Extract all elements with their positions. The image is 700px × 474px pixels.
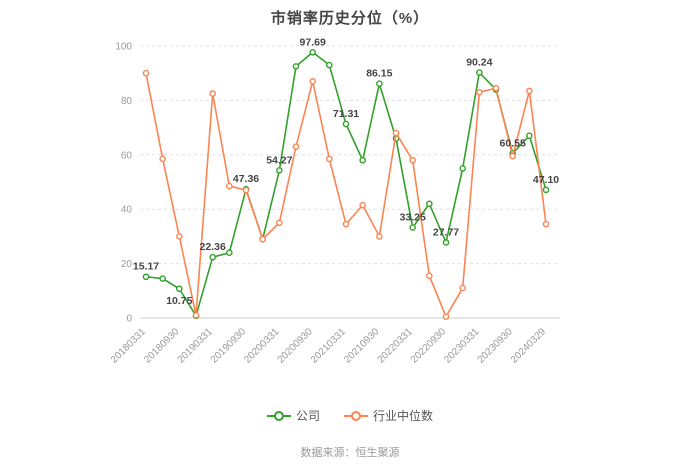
y-axis-label: 100 [115,42,132,53]
x-axis-label: 20200930 [276,326,316,366]
y-axis-label: 80 [121,96,133,107]
y-axis-label: 40 [121,205,133,216]
company-point-label: 71.31 [333,108,359,120]
company-point-label: 97.69 [300,36,326,48]
company-point [442,239,450,246]
x-axis-label: 20190331 [176,326,216,366]
x-axis-label: 20230331 [442,326,482,366]
company-point-label: 47.36 [233,173,259,185]
data-source: 数据来源：恒生聚源 [300,447,400,459]
company-point [542,186,550,194]
company-point [476,69,483,76]
line-chart-canvas: 0 20 40 60 80 100 2018033120180930201903312019… [109,36,560,366]
industry-median-series-marker-icon [344,410,368,421]
company-point-label: 60.55 [500,137,526,149]
company-point [209,253,216,261]
x-axis-label: 20210930 [342,326,382,366]
legend: 公司 行业中位数 [0,407,700,424]
company-point [226,249,233,257]
x-axis-label: 20180930 [142,326,182,366]
legend-label-industry-median: 行业中位数 [373,409,434,423]
company-point [459,165,466,172]
company-point [359,156,366,164]
industry-median-point [159,155,166,163]
x-axis-label: 20190930 [209,326,249,366]
company-point-label: 27.77 [433,226,459,238]
company-series-dot-icon [273,410,284,421]
company-point-label: 15.17 [133,261,159,273]
industry-median-point [276,219,283,227]
company-point [309,48,316,56]
company-point-label: 90.24 [466,57,492,69]
x-axis-label: 20210331 [309,326,349,366]
y-axis-label: 20 [121,259,133,270]
industry-median-point [492,84,500,92]
company-point-label: 10.75 [166,295,192,307]
company-point [326,61,333,69]
industry-median-point [542,220,550,228]
industry-median-point [226,182,233,190]
x-axis-label: 20200331 [242,326,282,366]
industry-median-point [426,272,433,280]
company-point [276,167,283,174]
industry-median-point [292,143,300,150]
industry-median-point [459,284,466,292]
company-point-label: 22.36 [200,241,226,253]
industry-median-point [192,311,200,319]
company-point [409,224,416,231]
x-axis-label: 20230930 [476,326,516,366]
company-point-label: 54.27 [266,154,292,166]
company-point [142,273,150,281]
company-point [342,120,350,128]
industry-median-point [376,233,383,240]
industry-median-point [476,88,483,96]
legend-label-company: 公司 [295,409,320,423]
company-point-label: 86.15 [366,68,392,80]
company-point [376,80,383,87]
company-point [426,200,433,208]
company-point [159,275,166,282]
industry-median-point [242,186,250,194]
y-axis-label: 0 [126,314,132,325]
industry-median-point [259,235,266,243]
industry-median-point [409,156,416,164]
legend-item-company[interactable]: 公司 [266,407,320,424]
industry-median-series-dot-icon [351,410,361,421]
x-axis-label: 20240329 [509,326,549,366]
legend-item-industry-median[interactable]: 行业中位数 [344,407,433,424]
industry-median-point [359,201,366,209]
industry-median-point [342,220,350,228]
company-series-marker-icon [266,410,291,421]
industry-median-point [176,233,183,240]
industry-median-point [509,152,516,160]
company-point-label: 33.25 [400,212,426,224]
x-axis-label: 20180331 [109,326,149,366]
industry-median-point [209,90,216,97]
industry-median-point [326,155,333,163]
company-point [292,63,300,70]
industry-median-point [442,313,450,320]
industry-median-point [392,129,400,137]
industry-median-point [142,69,150,77]
y-axis-label: 60 [121,150,133,161]
industry-median-point [309,78,316,85]
company-point [526,132,533,140]
chart-title: 市销率历史分位（%） [270,10,430,27]
x-axis-label: 20220930 [409,326,449,366]
industry-median-point [526,87,533,95]
company-point-label: 47.10 [533,174,559,186]
company-point [176,285,183,293]
x-axis-label: 20220331 [376,326,416,366]
